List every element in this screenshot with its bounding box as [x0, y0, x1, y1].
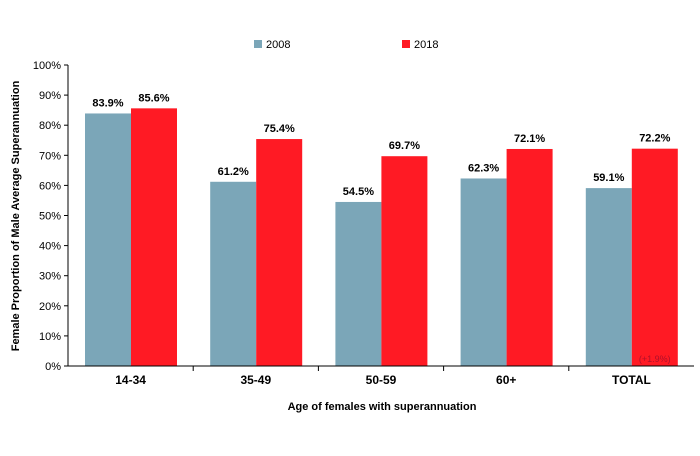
- x-category-label: 50-59: [366, 373, 397, 387]
- bar-2008-50-59: [335, 201, 382, 366]
- data-label: 83.9%: [92, 97, 123, 109]
- y-tick-label: 20%: [39, 301, 61, 313]
- data-labels: 83.9% 85.6% 61.2% 75.4% 54.5% 69.7% 62.3% 72.1%…: [92, 92, 670, 198]
- y-axis-title: Female Proportion of Male Average Supera…: [10, 80, 22, 351]
- bar-2008-TOTAL: [585, 188, 632, 366]
- y-tick-label: 60%: [39, 180, 61, 192]
- data-label: 85.6%: [138, 92, 169, 104]
- axes: [67, 65, 694, 367]
- x-category-label: 60+: [496, 373, 516, 387]
- y-tick-label: 100%: [33, 60, 61, 72]
- bar-2008-35-49: [210, 181, 257, 366]
- bar-2018-14-34: [131, 108, 177, 367]
- x-category-label: TOTAL: [612, 373, 651, 387]
- data-label: 72.2%: [639, 133, 670, 145]
- y-tick-label: 50%: [39, 211, 61, 223]
- y-tick-label: 10%: [39, 331, 61, 343]
- data-label: 61.2%: [218, 166, 249, 178]
- x-axis-categories: 14-34 35-49 50-59 60+ TOTAL: [115, 366, 651, 387]
- data-label: 62.3%: [468, 162, 499, 174]
- x-axis-title: Age of females with superannuation: [288, 401, 477, 413]
- bars: [85, 108, 678, 367]
- data-label: 75.4%: [264, 123, 295, 135]
- legend-label-2018: 2018: [414, 39, 438, 51]
- bar-2008-60+: [460, 178, 507, 366]
- data-label: 59.1%: [593, 172, 624, 184]
- data-label: 54.5%: [343, 186, 374, 198]
- legend: 2008 2018: [254, 39, 438, 51]
- bar-2018-TOTAL: [631, 148, 678, 366]
- change-annotation: (+1.9%): [639, 354, 671, 364]
- data-label: 72.1%: [514, 133, 545, 145]
- x-category-label: 35-49: [240, 373, 271, 387]
- legend-swatch-2018: [402, 40, 410, 48]
- bar-2008-14-34: [85, 113, 131, 366]
- y-tick-label: 90%: [39, 90, 61, 102]
- bar-2018-60+: [506, 148, 553, 366]
- y-tick-label: 70%: [39, 150, 61, 162]
- data-label: 69.7%: [389, 140, 420, 152]
- y-tick-label: 40%: [39, 241, 61, 253]
- y-tick-label: 0%: [45, 361, 61, 373]
- y-axis-ticks: 0% 10% 20% 30% 40% 50% 60% 70% 80% 90% 100%: [33, 60, 68, 373]
- legend-swatch-2008: [254, 40, 262, 48]
- y-tick-label: 30%: [39, 271, 61, 283]
- legend-label-2008: 2008: [266, 39, 290, 51]
- y-tick-label: 80%: [39, 120, 61, 132]
- bar-2018-35-49: [256, 139, 303, 366]
- x-category-label: 14-34: [115, 373, 146, 387]
- bar-2018-50-59: [381, 156, 428, 366]
